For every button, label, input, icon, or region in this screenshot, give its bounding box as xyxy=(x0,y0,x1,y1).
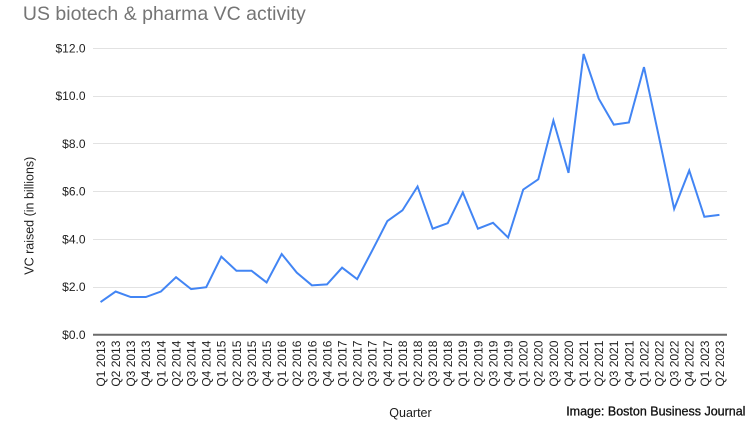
svg-text:Q2 2017: Q2 2017 xyxy=(351,340,365,386)
svg-text:Q4 2016: Q4 2016 xyxy=(320,340,334,386)
svg-text:Q1 2018: Q1 2018 xyxy=(396,340,410,386)
svg-text:Q1 2017: Q1 2017 xyxy=(335,340,349,386)
svg-text:Q1 2016: Q1 2016 xyxy=(275,340,289,386)
svg-text:Q1 2020: Q1 2020 xyxy=(517,340,531,386)
svg-text:Q3 2017: Q3 2017 xyxy=(366,340,380,386)
svg-text:Q2 2022: Q2 2022 xyxy=(652,340,666,386)
svg-text:Q1 2019: Q1 2019 xyxy=(456,340,470,386)
svg-text:Q4 2018: Q4 2018 xyxy=(441,340,455,386)
svg-text:Q1 2021: Q1 2021 xyxy=(577,340,591,386)
svg-text:Q4 2017: Q4 2017 xyxy=(381,340,395,386)
svg-text:Q4 2020: Q4 2020 xyxy=(562,340,576,386)
svg-text:Q2 2013: Q2 2013 xyxy=(109,340,123,386)
svg-text:$0.0: $0.0 xyxy=(62,328,86,342)
svg-text:Q4 2022: Q4 2022 xyxy=(683,340,697,386)
svg-text:Q2 2016: Q2 2016 xyxy=(290,340,304,386)
svg-text:Q3 2019: Q3 2019 xyxy=(486,340,500,386)
svg-text:US biotech & pharma VC activit: US biotech & pharma VC activity xyxy=(23,3,306,25)
svg-text:Q2 2014: Q2 2014 xyxy=(169,340,183,386)
svg-text:$8.0: $8.0 xyxy=(62,137,86,151)
svg-text:Q4 2014: Q4 2014 xyxy=(200,340,214,386)
svg-text:Q2 2015: Q2 2015 xyxy=(230,340,244,386)
svg-text:$2.0: $2.0 xyxy=(62,280,86,294)
svg-text:Q2 2021: Q2 2021 xyxy=(592,340,606,386)
svg-text:Q2 2019: Q2 2019 xyxy=(471,340,485,386)
svg-text:Quarter: Quarter xyxy=(389,406,431,420)
svg-text:Q4 2021: Q4 2021 xyxy=(622,340,636,386)
svg-text:$10.0: $10.0 xyxy=(55,89,85,103)
svg-text:VC raised (in billions): VC raised (in billions) xyxy=(22,157,36,275)
svg-text:Q1 2023: Q1 2023 xyxy=(698,340,712,386)
svg-text:Q2 2023: Q2 2023 xyxy=(713,340,727,386)
svg-text:$12.0: $12.0 xyxy=(55,41,85,55)
svg-text:Image: Boston Business Journal: Image: Boston Business Journal xyxy=(566,404,745,418)
svg-text:Q3 2022: Q3 2022 xyxy=(668,340,682,386)
svg-text:Q4 2015: Q4 2015 xyxy=(260,340,274,386)
svg-text:Q4 2019: Q4 2019 xyxy=(502,340,516,386)
svg-text:Q1 2013: Q1 2013 xyxy=(94,340,108,386)
svg-text:$4.0: $4.0 xyxy=(62,232,86,246)
svg-text:Q3 2013: Q3 2013 xyxy=(124,340,138,386)
svg-text:Q1 2022: Q1 2022 xyxy=(637,340,651,386)
svg-text:Q3 2020: Q3 2020 xyxy=(547,340,561,386)
svg-text:Q3 2016: Q3 2016 xyxy=(305,340,319,386)
svg-text:$6.0: $6.0 xyxy=(62,185,86,199)
svg-text:Q4 2013: Q4 2013 xyxy=(139,340,153,386)
svg-text:Q3 2018: Q3 2018 xyxy=(426,340,440,386)
svg-text:Q1 2014: Q1 2014 xyxy=(154,340,168,386)
svg-text:Q2 2020: Q2 2020 xyxy=(532,340,546,386)
svg-text:Q2 2018: Q2 2018 xyxy=(411,340,425,386)
svg-text:Q1 2015: Q1 2015 xyxy=(215,340,229,386)
svg-text:Q3 2021: Q3 2021 xyxy=(607,340,621,386)
svg-text:Q3 2015: Q3 2015 xyxy=(245,340,259,386)
svg-text:Q3 2014: Q3 2014 xyxy=(185,340,199,386)
